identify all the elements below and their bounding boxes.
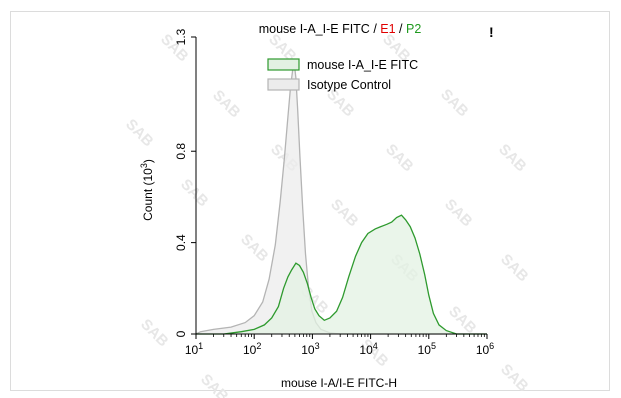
corner-mark: !	[489, 24, 494, 40]
legend-label-isotype-control: Isotype Control	[307, 78, 391, 92]
y-tick-label: 0.8	[174, 143, 188, 160]
legend-label-mouse-i-a-i-e-fitc: mouse I-A_I-E FITC	[307, 58, 418, 72]
watermark-text: SAB	[137, 316, 172, 351]
watermark-text: SAB	[497, 251, 532, 286]
watermark-text: SAB	[327, 196, 362, 231]
chart-title: mouse I-A_I-E FITC / E1 / P2	[259, 22, 422, 36]
y-tick-label: 0	[174, 330, 188, 337]
legend: mouse I-A_I-E FITC Isotype Control	[268, 58, 418, 92]
x-tick-label: 101	[185, 341, 203, 357]
watermark-text: SAB	[209, 87, 244, 122]
watermark-text: SAB	[237, 231, 272, 266]
watermark-text: SAB	[382, 141, 417, 176]
watermark-text: SAB	[441, 196, 476, 231]
watermark-text: SAB	[495, 141, 530, 176]
watermark-text: SAB	[197, 371, 232, 398]
x-tick-label: 105	[418, 341, 436, 357]
legend-swatch-mouse-i-a-i-e-fitc	[268, 59, 299, 70]
watermark-text: SAB	[122, 116, 157, 151]
watermark-text: SAB	[177, 176, 212, 211]
x-tick-label: 106	[476, 341, 494, 357]
x-axis-label: mouse I-A/I-E FITC-H	[281, 376, 397, 390]
watermark-text: SAB	[437, 86, 472, 121]
y-axis-label: Count (103)	[139, 159, 155, 221]
legend-swatch-isotype-control	[268, 79, 299, 90]
series-area-mouse-i-a-i-e-fitc	[196, 215, 487, 334]
x-tick-label: 103	[301, 341, 319, 357]
x-tick-label: 102	[243, 341, 261, 357]
y-tick-label: 0.4	[174, 234, 188, 251]
watermark-text: SAB	[497, 361, 532, 396]
y-tick-label: 1.3	[174, 28, 188, 45]
